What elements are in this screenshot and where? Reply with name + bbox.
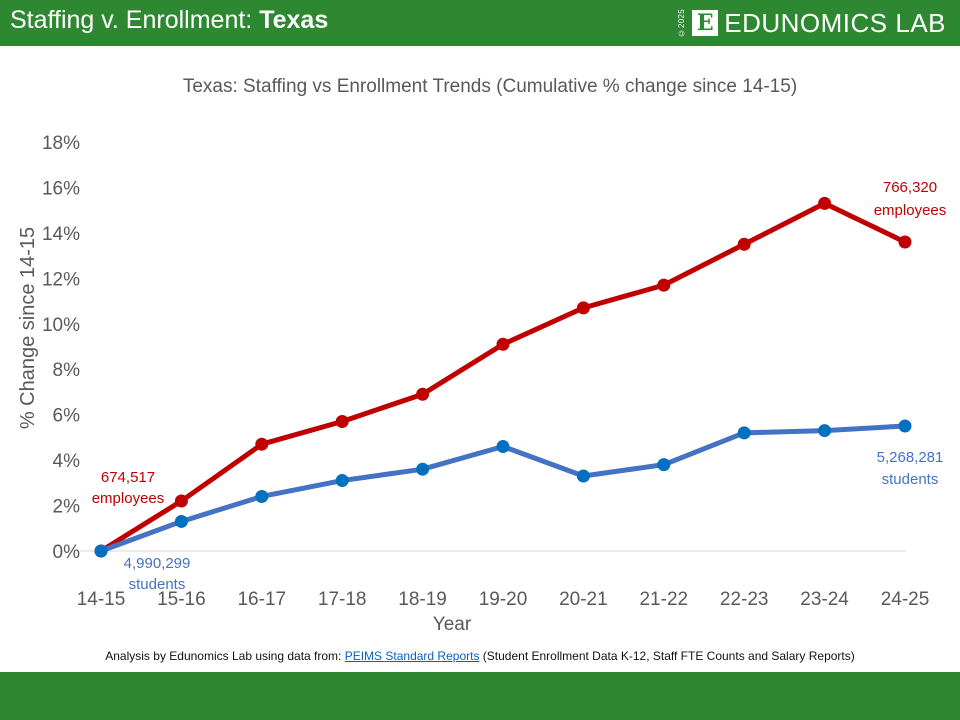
staff-end-unit: employees [874, 202, 947, 219]
students-point [496, 439, 510, 453]
students-start-value: 4,990,299 [124, 555, 191, 572]
y-tick-label: 18% [42, 133, 80, 154]
y-tick-label: 10% [42, 315, 80, 336]
x-tick-label: 23-24 [800, 589, 849, 610]
y-tick-label: 0% [53, 542, 81, 563]
students-end-unit: students [882, 471, 939, 488]
x-tick-label: 16-17 [237, 589, 286, 610]
students-point [576, 469, 590, 483]
staff-series [94, 196, 912, 558]
staff-end-annotation: 766,320 employees [874, 179, 947, 219]
students-end-value: 5,268,281 [877, 449, 944, 466]
header-bar: Staffing v. Enrollment: Texas ©2025 E ED… [0, 0, 960, 46]
y-tick-label: 4% [53, 451, 81, 472]
x-tick-label: 17-18 [318, 589, 367, 610]
students-start-annotation: 4,990,299 students [124, 555, 191, 593]
logo-text: EDUNOMICS LAB [724, 7, 946, 38]
students-point [255, 489, 269, 503]
x-tick-label: 19-20 [479, 589, 528, 610]
source-prefix: Analysis by Edunomics Lab using data fro… [105, 649, 345, 663]
students-series [94, 419, 912, 558]
students-point [737, 426, 751, 440]
staff-start-unit: employees [92, 490, 165, 507]
staff-point [255, 437, 269, 451]
logo-e-icon: E [692, 10, 719, 36]
y-axis-label: % Change since 14-15 [17, 227, 39, 429]
chart-title: Texas: Staffing vs Enrollment Trends (Cu… [183, 76, 797, 97]
edunomics-logo: ©2025 E EDUNOMICS LAB [677, 6, 946, 40]
students-point [818, 424, 832, 438]
line-chart: Texas: Staffing vs Enrollment Trends (Cu… [17, 76, 947, 635]
students-end-annotation: 5,268,281 students [877, 449, 944, 488]
y-tick-label: 6% [53, 406, 81, 427]
staff-point [335, 414, 349, 428]
page-title-prefix: Staffing v. Enrollment: [10, 6, 260, 34]
students-point [335, 474, 349, 488]
y-tick-label: 2% [53, 497, 81, 518]
staff-point [657, 278, 671, 292]
students-point [657, 458, 671, 472]
logo-copyright: ©2025 [677, 8, 687, 38]
x-axis-label: Year [433, 614, 472, 635]
students-start-unit: students [129, 576, 186, 593]
x-tick-label: 24-25 [881, 589, 930, 610]
students-point [898, 419, 912, 433]
footer-bar [0, 672, 960, 720]
page-title-state: Texas [259, 6, 329, 34]
staff-start-value: 674,517 [101, 469, 155, 486]
students-point [174, 514, 188, 528]
x-tick-label: 22-23 [720, 589, 769, 610]
staff-point [174, 494, 188, 508]
staff-end-value: 766,320 [883, 179, 937, 196]
x-tick-label: 14-15 [77, 589, 126, 610]
staff-point [416, 387, 430, 401]
staff-point [576, 301, 590, 315]
x-tick-label: 21-22 [639, 589, 688, 610]
students-point [416, 462, 430, 476]
staff-start-annotation: 674,517 employees [92, 469, 165, 507]
x-tick-label: 15-16 [157, 589, 206, 610]
staff-line [99, 200, 907, 554]
y-tick-label: 14% [42, 224, 80, 245]
x-tick-label: 20-21 [559, 589, 608, 610]
staff-point [496, 337, 510, 351]
y-tick-label: 12% [42, 269, 80, 290]
y-tick-label: 16% [42, 178, 80, 199]
peims-link[interactable]: PEIMS Standard Reports [344, 649, 480, 663]
y-tick-label: 8% [53, 360, 81, 381]
source-note: Analysis by Edunomics Lab using data fro… [0, 649, 960, 663]
staff-point [898, 235, 912, 249]
page-title: Staffing v. Enrollment: Texas [10, 6, 328, 35]
staff-point [737, 237, 751, 251]
staff-point [818, 196, 832, 210]
students-point [94, 544, 108, 558]
source-suffix: (Student Enrollment Data K-12, Staff FTE… [479, 649, 855, 663]
x-tick-label: 18-19 [398, 589, 447, 610]
